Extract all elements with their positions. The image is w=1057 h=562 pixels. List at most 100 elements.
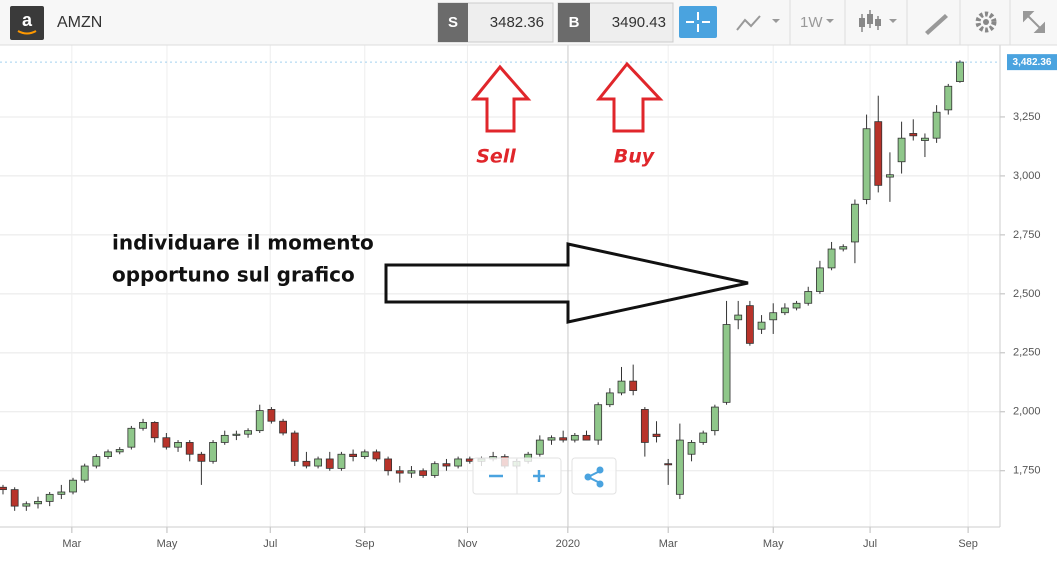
candle-body — [886, 174, 894, 178]
buy-price: 3490.43 — [612, 14, 666, 31]
caret — [889, 19, 897, 23]
sell-arrow — [470, 64, 532, 133]
candle-body — [921, 137, 929, 141]
crosshair-icon — [686, 12, 710, 32]
caret — [826, 19, 834, 23]
candle-body — [337, 453, 346, 469]
candle-body — [465, 458, 474, 462]
share-button[interactable] — [571, 457, 617, 495]
x-tick-label: Jul — [263, 538, 277, 550]
candle-body — [617, 380, 626, 394]
crosshair-button[interactable] — [679, 6, 717, 38]
icon — [859, 18, 865, 27]
candle-body — [127, 427, 136, 448]
candle-body — [710, 406, 719, 432]
y-tick-label: 3,000 — [1013, 170, 1041, 182]
candle-body — [629, 380, 638, 391]
y-tick-label: 2,500 — [1013, 288, 1041, 300]
chart-type-button[interactable] — [736, 15, 780, 31]
candle-body — [267, 409, 276, 422]
candle-body — [57, 491, 66, 495]
caret — [772, 19, 780, 23]
candle-body — [80, 465, 89, 481]
y-tick-label: 1,750 — [1013, 465, 1041, 477]
candle-body — [372, 451, 381, 460]
candle-body — [652, 433, 661, 437]
y-tick-label: 2,250 — [1013, 347, 1041, 359]
x-tick-label: Sep — [958, 538, 978, 550]
candle-body — [570, 434, 579, 441]
candle-body — [419, 470, 428, 476]
candle-body — [780, 307, 789, 314]
buy-tag — [558, 3, 590, 42]
x-tick-label: Mar — [659, 538, 678, 550]
candle-body — [722, 324, 731, 403]
candle-body — [745, 305, 754, 344]
sell-tag — [438, 3, 468, 42]
pointer-arrow — [384, 242, 749, 324]
candle-body — [279, 420, 287, 434]
icon — [867, 14, 873, 24]
last-price-label: 3,482.36 — [1013, 57, 1052, 68]
share-icon — [596, 480, 604, 488]
settings-button[interactable] — [975, 11, 997, 33]
candle-body — [115, 449, 124, 453]
candle-body — [69, 479, 77, 493]
candle-body — [675, 439, 684, 495]
candle-body — [547, 437, 556, 441]
candle-body — [582, 434, 591, 441]
candle-body — [104, 451, 112, 457]
candle-body — [325, 458, 334, 469]
candle-body — [10, 489, 19, 507]
candle-body — [594, 404, 603, 441]
icon — [736, 15, 761, 31]
candle-body — [232, 433, 241, 436]
logo-smile — [17, 30, 37, 35]
candle-body — [897, 137, 906, 163]
icon — [875, 19, 881, 26]
candle-body — [174, 442, 182, 448]
candle-body — [757, 321, 766, 330]
candle-body — [792, 302, 801, 309]
candle-body — [442, 463, 451, 467]
candle-body — [197, 453, 206, 462]
candle-body — [851, 203, 859, 243]
candle-body — [360, 451, 369, 457]
share-icon — [584, 473, 592, 481]
candle-body — [605, 392, 614, 406]
candle-body — [34, 501, 42, 505]
candle-body — [255, 410, 264, 432]
draw-button[interactable] — [925, 14, 948, 35]
x-tick-label: Mar — [62, 538, 81, 550]
buy-label: B — [569, 14, 580, 31]
x-tick-label: Sep — [355, 538, 375, 550]
x-tick-label: Nov — [458, 538, 478, 550]
candle-body — [290, 432, 299, 462]
buy-arrow — [595, 61, 664, 133]
candle-body — [209, 442, 217, 462]
candle-body — [687, 442, 696, 455]
candle-body — [956, 61, 964, 82]
candle-body — [874, 121, 883, 186]
candle-style-button[interactable] — [859, 10, 897, 32]
sell-price: 3482.36 — [490, 14, 544, 31]
candle-body — [45, 493, 54, 502]
candle-body — [139, 421, 147, 429]
y-tick-label: 3,250 — [1013, 111, 1041, 123]
candle-body — [839, 246, 848, 250]
candle-body — [535, 439, 544, 455]
candle-body — [314, 458, 322, 467]
x-tick-label: May — [763, 538, 784, 550]
candle-body — [150, 421, 159, 439]
fullscreen-button[interactable] — [1023, 11, 1045, 33]
candle-body — [92, 456, 101, 467]
candle-body — [816, 267, 824, 292]
interval[interactable]: 1W — [800, 14, 823, 31]
candle-body — [734, 314, 743, 321]
candle-body — [302, 460, 311, 467]
annotation: Sell — [476, 146, 516, 168]
x-tick-label: May — [157, 538, 178, 550]
zoom-icons — [489, 470, 545, 482]
candle-body — [0, 486, 7, 491]
